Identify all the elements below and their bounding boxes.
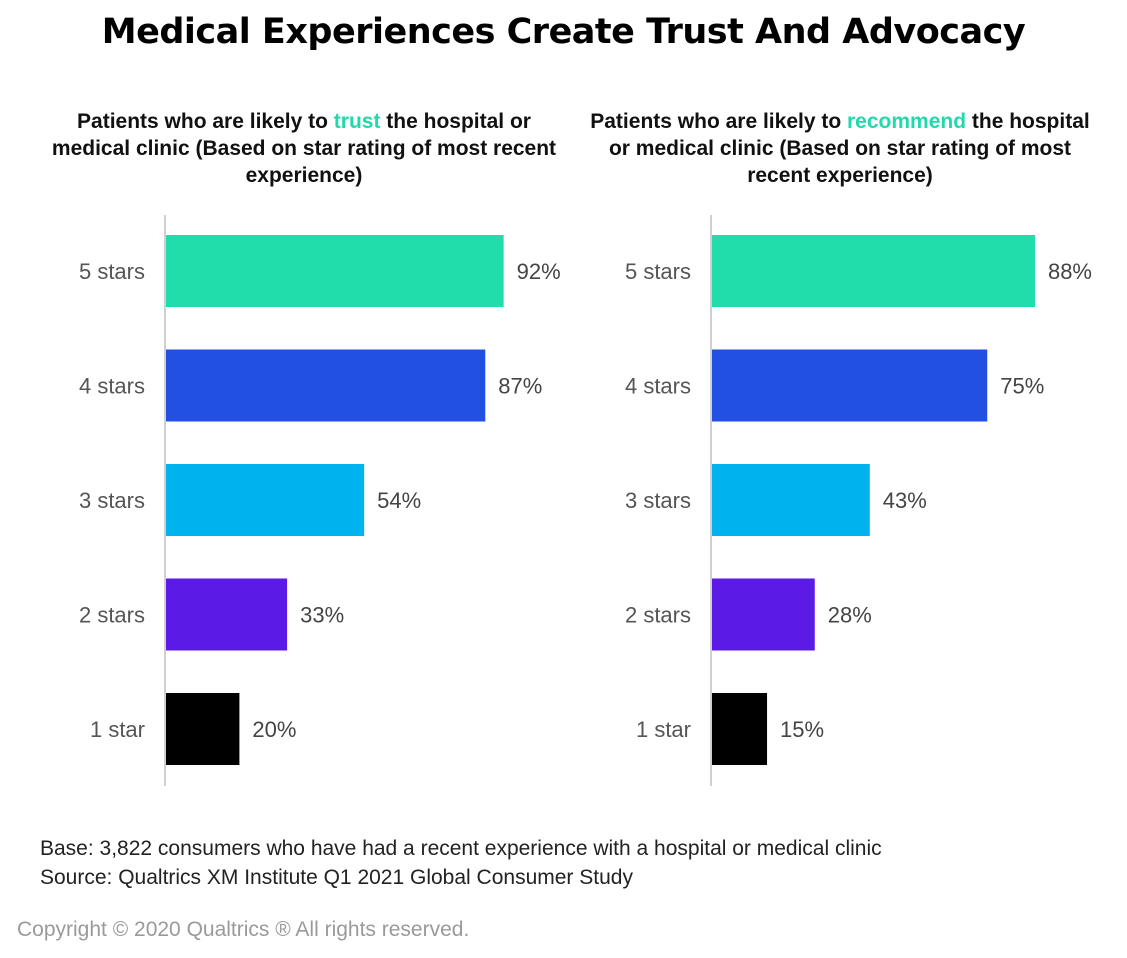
- category-label: 1 star: [636, 717, 691, 742]
- trust-chart-subtitle: Patients who are likely to trust the hos…: [44, 108, 564, 189]
- category-label: 3 stars: [79, 488, 145, 513]
- bar-2-stars: [166, 578, 288, 651]
- subtitle-text-start: Patients who are likely to: [77, 110, 334, 133]
- trust-chart-panel: Patients who are likely to trust the hos…: [0, 108, 560, 798]
- value-label: 15%: [780, 717, 824, 742]
- subtitle-highlight-recommend: recommend: [847, 110, 967, 133]
- footer-source: Source: Qualtrics XM Institute Q1 2021 G…: [40, 866, 633, 889]
- value-label: 33%: [300, 603, 344, 628]
- bar-1-star: [712, 693, 768, 765]
- subtitle-highlight-trust: trust: [333, 110, 381, 133]
- value-label: 75%: [1000, 374, 1044, 399]
- category-label: 5 stars: [625, 259, 691, 284]
- subtitle-text-start: Patients who are likely to: [590, 110, 847, 133]
- value-label: 87%: [498, 374, 542, 399]
- bar-3-stars: [166, 464, 365, 536]
- footer-notes: Base: 3,822 consumers who have had a rec…: [40, 834, 882, 892]
- category-label: 2 stars: [79, 603, 145, 628]
- bar-4-stars: [166, 349, 486, 422]
- footer-base: Base: 3,822 consumers who have had a rec…: [40, 837, 882, 860]
- trust-bar-chart: 5 stars 92% 4 stars 87% 3 stars 54% 2 stars 33%…: [79, 215, 560, 786]
- subtitle-text-end: the hospital or medical clinic (Based on…: [51, 110, 557, 187]
- bar-5-stars: [166, 235, 504, 307]
- category-label: 1 star: [90, 717, 145, 742]
- main-title: Medical Experiences Create Trust And Adv…: [101, 12, 1026, 52]
- value-label: 28%: [828, 603, 872, 628]
- bar-2-stars: [712, 578, 815, 651]
- bar-4-stars: [712, 349, 988, 422]
- copyright-text: Copyright © 2020 Qualtrics ® All rights …: [17, 918, 470, 941]
- recommend-chart-panel: Patients who are likely to recommend the…: [546, 108, 1106, 798]
- recommend-bar-chart: 5 stars 88% 4 stars 75% 3 stars 43% 2 stars 28%…: [625, 215, 1092, 786]
- value-label: 43%: [883, 488, 927, 513]
- recommend-chart-subtitle: Patients who are likely to recommend the…: [580, 108, 1100, 189]
- value-label: 88%: [1048, 259, 1092, 284]
- category-label: 5 stars: [79, 259, 145, 284]
- value-label: 92%: [517, 259, 560, 284]
- bar-5-stars: [712, 235, 1035, 307]
- bar-1-star: [166, 693, 240, 765]
- category-label: 3 stars: [625, 488, 691, 513]
- category-label: 2 stars: [625, 603, 691, 628]
- category-label: 4 stars: [79, 374, 145, 399]
- value-label: 54%: [377, 488, 421, 513]
- subtitle-text-end: the hospital or medical clinic (Based on…: [608, 110, 1090, 187]
- bar-3-stars: [712, 464, 870, 536]
- value-label: 20%: [252, 717, 296, 742]
- category-label: 4 stars: [625, 374, 691, 399]
